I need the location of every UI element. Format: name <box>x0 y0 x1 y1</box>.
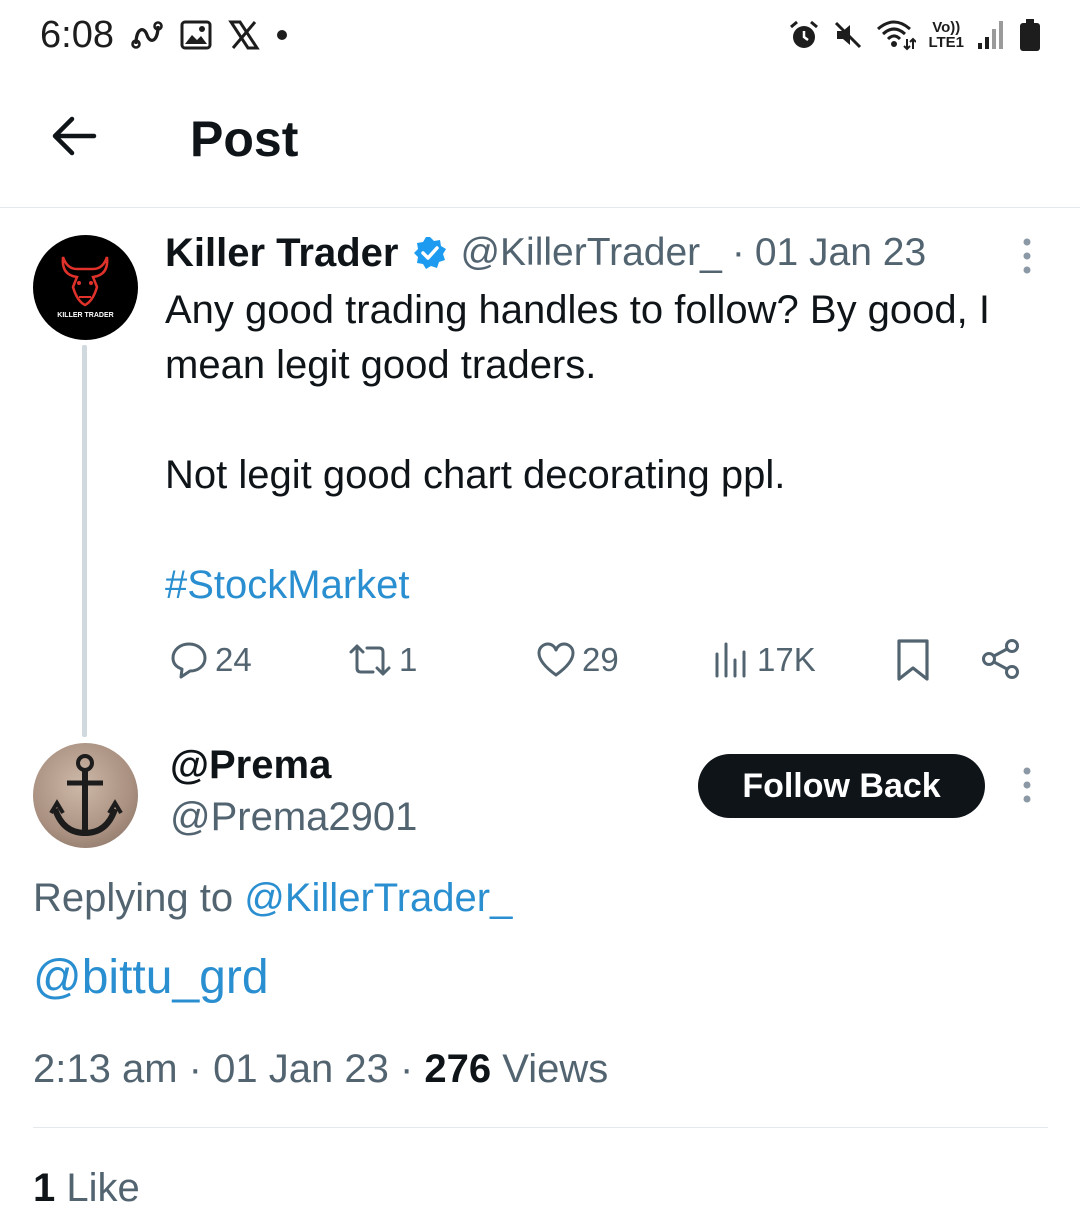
avatar-prema[interactable] <box>33 743 138 848</box>
reply-author-name[interactable]: @Prema <box>170 743 332 787</box>
like-count: 1 <box>33 1166 56 1210</box>
hashtag-link[interactable]: #StockMarket <box>165 563 410 607</box>
reply-text-mention[interactable]: @bittu_grd <box>33 951 269 1004</box>
action-bar: 24 1 29 17K <box>165 630 1045 690</box>
wifi-icon <box>877 20 917 51</box>
anchor-icon <box>49 754 123 837</box>
x-logo-icon <box>228 20 260 50</box>
views-icon <box>715 642 746 678</box>
link-icon <box>131 21 163 49</box>
more-icon[interactable] <box>1012 236 1042 276</box>
tweet-text-line: mean legit good traders. <box>165 343 597 387</box>
reply-icon <box>171 642 207 679</box>
network-indicator: Vo)) LTE1 <box>928 19 964 51</box>
meta-separator: · <box>188 1047 202 1091</box>
replying-to-link[interactable]: @KillerTrader_ <box>244 876 513 920</box>
mute-icon <box>835 21 862 49</box>
tweet-date[interactable]: 01 Jan 23 <box>754 231 927 274</box>
avatar-killer-trader[interactable]: KILLER TRADER <box>33 235 138 340</box>
like-button[interactable]: 29 <box>536 630 619 690</box>
repost-count: 1 <box>399 641 418 678</box>
reply-button[interactable]: 24 <box>169 630 252 690</box>
follow-back-button[interactable]: Follow Back <box>698 754 985 818</box>
verified-badge-icon <box>414 237 447 269</box>
like-count: 29 <box>582 641 619 678</box>
meta-separator: · <box>731 231 745 274</box>
thread-line <box>82 345 87 737</box>
tweet-header: Killer Trader @KillerTrader_ · 01 Jan 23 <box>165 228 926 278</box>
share-icon[interactable] <box>980 638 1022 680</box>
page-title: Post <box>190 111 299 167</box>
bull-logo-icon: KILLER TRADER <box>57 256 114 319</box>
reply-count: 24 <box>215 641 252 678</box>
tweet-text-line: Not legit good chart decorating ppl. <box>165 453 786 497</box>
more-icon[interactable] <box>1012 765 1042 805</box>
views-button[interactable]: 17K <box>713 630 816 690</box>
like-label: Like <box>66 1166 140 1210</box>
signal-icon <box>978 21 1003 49</box>
views-count: 276 <box>424 1047 492 1091</box>
tweet-text: Any good trading handles to follow? By g… <box>165 283 1055 613</box>
likes-summary[interactable]: 1 Like <box>33 1166 140 1211</box>
repost-icon <box>349 644 391 676</box>
dot-icon <box>276 30 287 40</box>
divider <box>33 1127 1048 1128</box>
replying-to: Replying to @KillerTrader_ <box>33 876 512 921</box>
bookmark-icon[interactable] <box>893 638 933 682</box>
reply-author-handle[interactable]: @Prema2901 <box>170 795 418 839</box>
header: Post <box>0 70 1080 208</box>
battery-icon <box>1020 19 1040 51</box>
alarm-icon <box>790 20 819 48</box>
tweet-text-line: Any good trading handles to follow? By g… <box>165 288 990 332</box>
status-time: 6:08 <box>40 13 114 56</box>
replying-prefix: Replying to <box>33 876 234 920</box>
status-bar: 6:08 <box>0 0 1080 70</box>
views-label: Views <box>502 1047 609 1091</box>
back-arrow-icon[interactable] <box>46 108 102 164</box>
reply-date: 01 Jan 23 <box>213 1047 389 1091</box>
repost-button[interactable]: 1 <box>347 630 417 690</box>
views-count: 17K <box>757 641 816 678</box>
author-handle[interactable]: @KillerTrader_ <box>460 231 722 274</box>
like-icon <box>537 642 575 677</box>
meta-separator: · <box>399 1047 414 1091</box>
author-name[interactable]: Killer Trader <box>165 230 399 275</box>
svg-text:KILLER TRADER: KILLER TRADER <box>57 312 113 319</box>
reply-time: 2:13 am <box>33 1047 178 1091</box>
reply-timestamp: 2:13 am · 01 Jan 23 · 276 Views <box>33 1047 608 1092</box>
image-icon <box>180 20 212 50</box>
